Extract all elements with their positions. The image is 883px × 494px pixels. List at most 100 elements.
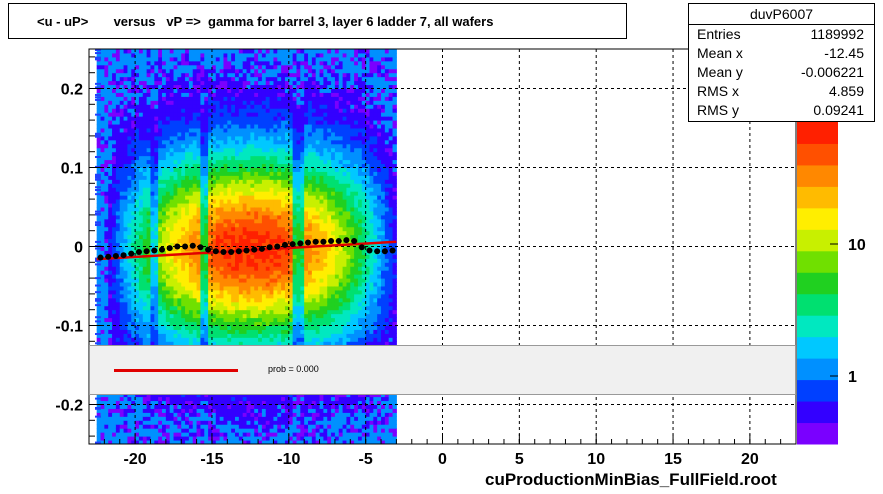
heatmap-cell <box>173 195 178 200</box>
heatmap-cell <box>200 175 205 180</box>
heatmap-cell <box>131 143 136 149</box>
heatmap-cell <box>273 230 278 236</box>
heatmap-cell <box>219 112 224 117</box>
heatmap-cell <box>192 72 198 78</box>
heatmap-cell <box>227 159 232 165</box>
heatmap-cell <box>150 321 155 326</box>
heatmap-cell <box>165 270 171 275</box>
heatmap-cell <box>219 313 224 319</box>
heatmap-cell <box>150 309 155 315</box>
heatmap-cell <box>108 282 113 287</box>
heatmap-cell <box>142 124 148 129</box>
heatmap-cell <box>273 428 278 433</box>
heatmap-cell <box>185 309 190 315</box>
heatmap-cell <box>173 333 178 338</box>
heatmap-cell <box>277 424 282 429</box>
heatmap-cell <box>238 234 244 240</box>
heatmap-cell <box>135 159 140 165</box>
heatmap-cell <box>169 301 175 307</box>
heatmap-cell <box>273 301 278 307</box>
heatmap-cell <box>173 404 178 409</box>
heatmap-cell <box>265 400 271 405</box>
heatmap-cell <box>208 60 213 66</box>
heatmap-cell <box>112 175 117 180</box>
heatmap-cell <box>96 274 102 279</box>
heatmap-cell <box>223 305 228 311</box>
heatmap-cell <box>265 278 271 283</box>
heatmap-cell <box>123 313 128 319</box>
heatmap-cell <box>165 341 171 346</box>
heatmap-cell <box>169 116 175 121</box>
heatmap-cell <box>284 297 290 303</box>
heatmap-cell <box>104 131 109 137</box>
heatmap-cell <box>250 76 255 82</box>
heatmap-cell <box>235 436 240 441</box>
heatmap-cell <box>165 159 171 165</box>
heatmap-cell <box>261 337 267 342</box>
heatmap-cell <box>112 341 117 346</box>
heatmap-cell <box>254 274 259 279</box>
heatmap-cell <box>208 159 213 165</box>
heatmap-cell <box>227 210 232 216</box>
heatmap-cell <box>185 214 190 220</box>
heatmap-cell <box>96 230 102 236</box>
heatmap-cell <box>154 64 159 70</box>
heatmap-cell <box>185 80 190 86</box>
heatmap-cell <box>273 412 278 417</box>
heatmap-cell <box>258 214 263 220</box>
heatmap-cell <box>231 436 236 441</box>
heatmap-cell <box>238 258 244 263</box>
heatmap-cell <box>284 274 290 279</box>
heatmap-cell <box>150 404 155 409</box>
heatmap-cell <box>238 274 244 279</box>
heatmap-cell <box>223 436 228 441</box>
heatmap-cell <box>108 424 113 429</box>
heatmap-cell <box>154 274 159 279</box>
heatmap-cell <box>204 116 209 121</box>
heatmap-cell <box>208 104 213 109</box>
heatmap-cell <box>273 124 278 129</box>
heatmap-cell <box>115 412 121 417</box>
heatmap-cell <box>242 155 248 161</box>
heatmap-cell <box>231 242 236 247</box>
heatmap-cell <box>200 155 205 161</box>
heatmap-cell <box>146 234 151 240</box>
heatmap-cell <box>162 163 167 168</box>
heatmap-cell <box>146 96 151 101</box>
heatmap-cell <box>135 80 140 86</box>
heatmap-cell <box>123 56 128 62</box>
heatmap-cell <box>119 305 125 311</box>
heatmap-cell <box>108 420 113 425</box>
heatmap-cell <box>150 56 155 62</box>
heatmap-cell <box>219 214 224 220</box>
heatmap-cell <box>204 163 209 168</box>
heatmap-cell <box>96 203 102 208</box>
heatmap-cell <box>231 104 236 109</box>
heatmap-cell <box>185 159 190 165</box>
heatmap-cell <box>177 333 182 338</box>
heatmap-cell <box>138 424 144 429</box>
heatmap-cell <box>281 214 286 220</box>
heatmap-cell <box>246 297 251 303</box>
heatmap-cell <box>242 143 248 149</box>
heatmap-cell <box>235 309 240 315</box>
heatmap-cell <box>135 207 140 212</box>
heatmap-cell <box>185 64 190 70</box>
heatmap-cell <box>185 440 190 445</box>
heatmap-cell <box>219 120 224 125</box>
heatmap-cell <box>258 183 263 188</box>
heatmap-cell <box>284 120 290 125</box>
heatmap-cell <box>96 329 102 334</box>
heatmap-cell <box>154 207 159 212</box>
heatmap-cell <box>104 301 109 307</box>
heatmap-cell <box>208 112 213 117</box>
heatmap-cell <box>123 68 128 74</box>
heatmap-cell <box>104 341 109 346</box>
heatmap-cell <box>258 167 263 172</box>
heatmap-cell <box>281 282 286 287</box>
heatmap-cell <box>142 238 148 244</box>
heatmap-cell <box>242 112 248 117</box>
heatmap-cell <box>127 199 132 204</box>
heatmap-cell <box>138 68 144 74</box>
heatmap-cell <box>154 135 159 141</box>
